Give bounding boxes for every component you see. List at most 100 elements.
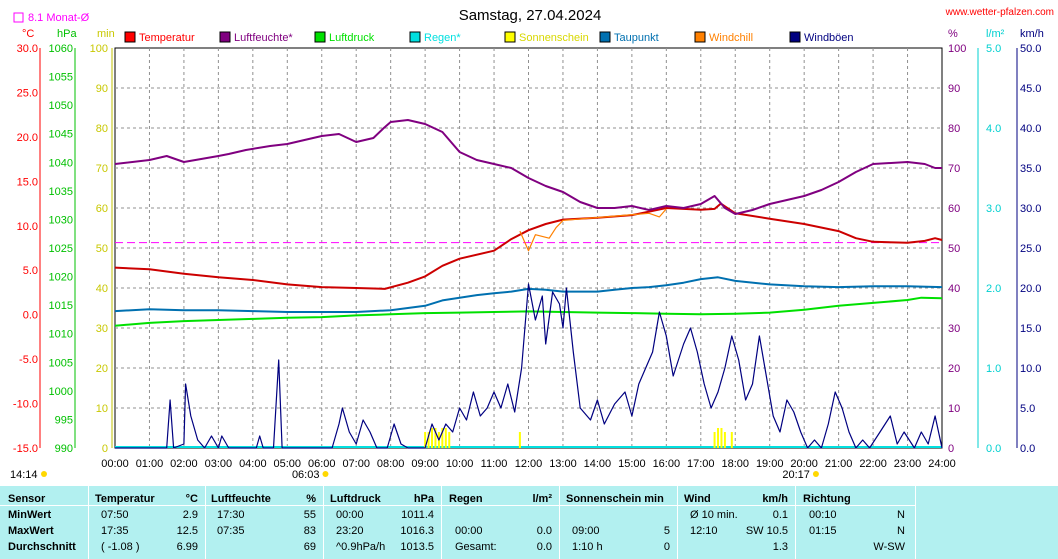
x-tick-label: 17:00 <box>687 458 715 470</box>
pressure-tick-label: 1035 <box>49 186 73 198</box>
sun-tick-label: 70 <box>96 163 108 175</box>
stats-header-label: Temperatur <box>95 493 155 505</box>
stats-header-label: Luftfeuchte <box>211 493 271 505</box>
x-tick-label: 15:00 <box>618 458 646 470</box>
axis-unit-label: km/h <box>1020 28 1044 40</box>
pressure-tick-label: 1060 <box>49 43 73 55</box>
sun-tick-label: 80 <box>96 123 108 135</box>
humidity-tick-label: 90 <box>948 83 960 95</box>
stats-time: 00:10 <box>809 509 837 521</box>
stats-header-label: Luftdruck <box>330 493 381 505</box>
series-line-luftdruck <box>114 296 943 327</box>
x-tick-label: 05:00 <box>274 458 302 470</box>
sun-tick-label: 60 <box>96 203 108 215</box>
sunshine-bar <box>444 428 447 448</box>
temp-tick-label: 0.0 <box>23 310 38 322</box>
series-line-taupunkt <box>114 276 943 313</box>
temp-tick-label: -15.0 <box>13 443 38 455</box>
monthavg-checkbox[interactable] <box>13 12 24 23</box>
stats-header-unit: hPa <box>413 493 434 505</box>
series-line-luftfeuchte <box>114 119 942 215</box>
x-tick-label: 22:00 <box>859 458 887 470</box>
stats-separator <box>677 486 678 559</box>
sunshine-bar <box>441 428 444 448</box>
wind-tick-label: 40.0 <box>1020 123 1041 135</box>
pressure-tick-label: 1000 <box>49 386 73 398</box>
rain-tick-label: 5.0 <box>986 43 1001 55</box>
x-tick-label: 07:00 <box>342 458 370 470</box>
temp-tick-label: -5.0 <box>19 354 38 366</box>
pressure-tick-label: 1055 <box>49 72 73 84</box>
sunshine-bar <box>713 432 716 448</box>
temp-tick-label: -10.0 <box>13 399 38 411</box>
rain-tick-label: 2.0 <box>986 283 1001 295</box>
stats-separator <box>795 486 796 559</box>
pressure-tick-label: 1020 <box>49 272 73 284</box>
wind-tick-label: 10.0 <box>1020 363 1041 375</box>
legend-label: Sonnenschein <box>519 32 589 44</box>
x-tick-label: 00:00 <box>101 458 129 470</box>
pressure-tick-label: 995 <box>55 414 73 426</box>
stats-time: 12:10 <box>690 525 718 537</box>
humidity-tick-label: 70 <box>948 163 960 175</box>
pressure-tick-label: 1025 <box>49 243 73 255</box>
x-tick-label: 02:00 <box>170 458 198 470</box>
stats-time: 07:35 <box>217 525 245 537</box>
stats-value: 55 <box>303 509 316 521</box>
stats-value: 69 <box>303 541 316 553</box>
axis-unit-label: min <box>97 28 115 40</box>
rain-tick-label: 0.0 <box>986 443 1001 455</box>
wind-tick-label: 5.0 <box>1020 403 1035 415</box>
x-tick-label: 24:00 <box>928 458 956 470</box>
sunshine-start-label: 14:14 <box>10 469 38 481</box>
stats-time: 00:00 <box>336 509 364 521</box>
chart-title: Samstag, 27.04.2024 <box>459 7 602 24</box>
stats-header-divider <box>0 505 915 506</box>
weather-chart: Samstag, 27.04.2024 www.wetter-pfalzen.c… <box>10 7 1054 481</box>
sunset-icon <box>812 471 819 477</box>
wind-tick-label: 15.0 <box>1020 323 1041 335</box>
sun-tick-label: 10 <box>96 403 108 415</box>
x-tick-label: 06:00 <box>308 458 336 470</box>
stats-time: Ø 10 min. <box>690 509 738 521</box>
stats-time: ^0.9hPa/h <box>336 541 386 553</box>
stats-time: ( -1.08 ) <box>101 541 140 553</box>
stats-header-label: Richtung <box>803 493 851 505</box>
humidity-tick-label: 50 <box>948 243 960 255</box>
x-tick-label: 19:00 <box>756 458 784 470</box>
sunshine-bar <box>448 432 451 448</box>
humidity-tick-label: 100 <box>948 43 966 55</box>
stats-time: 23:20 <box>336 525 364 537</box>
plot-area <box>114 119 943 449</box>
stats-time: 09:00 <box>572 525 600 537</box>
stats-value: 0.1 <box>772 509 788 521</box>
axis-unit-label: hPa <box>57 28 77 40</box>
sun-tick-label: 20 <box>96 363 108 375</box>
legend-label: Luftdruck <box>329 32 375 44</box>
stats-header-label: Sensor <box>8 493 46 505</box>
humidity-tick-label: 30 <box>948 323 960 335</box>
sunshine-bar <box>723 432 726 448</box>
stats-header-label: Wind <box>684 493 711 505</box>
sunshine-bar <box>717 428 720 448</box>
stats-value: 0.0 <box>536 525 552 537</box>
temp-tick-label: 20.0 <box>17 132 38 144</box>
x-tick-label: 12:00 <box>515 458 543 470</box>
wind-tick-label: 45.0 <box>1020 83 1041 95</box>
legend-label: Regen* <box>424 32 461 44</box>
legend-swatch <box>124 31 136 43</box>
pressure-tick-label: 1045 <box>49 129 73 141</box>
axis-unit-labels: °C hPa min% l/m² km/h <box>22 28 1044 40</box>
stats-value: 5 <box>663 525 670 537</box>
sunshine-bar <box>518 432 521 448</box>
legend-label: Temperatur <box>139 32 195 44</box>
x-tick-label: 18:00 <box>721 458 749 470</box>
rain-tick-label: 4.0 <box>986 123 1001 135</box>
site-link[interactable]: www.wetter-pfalzen.com <box>945 7 1054 18</box>
legend: Temperatur Luftfeuchte* Luftdruck Regen* Son… <box>124 31 854 44</box>
x-tick-label: 01:00 <box>136 458 164 470</box>
stats-separator <box>559 486 560 559</box>
axis-unit-label: l/m² <box>986 28 1005 40</box>
stats-value: SW 10.5 <box>745 525 788 537</box>
x-tick-label: 09:00 <box>411 458 439 470</box>
